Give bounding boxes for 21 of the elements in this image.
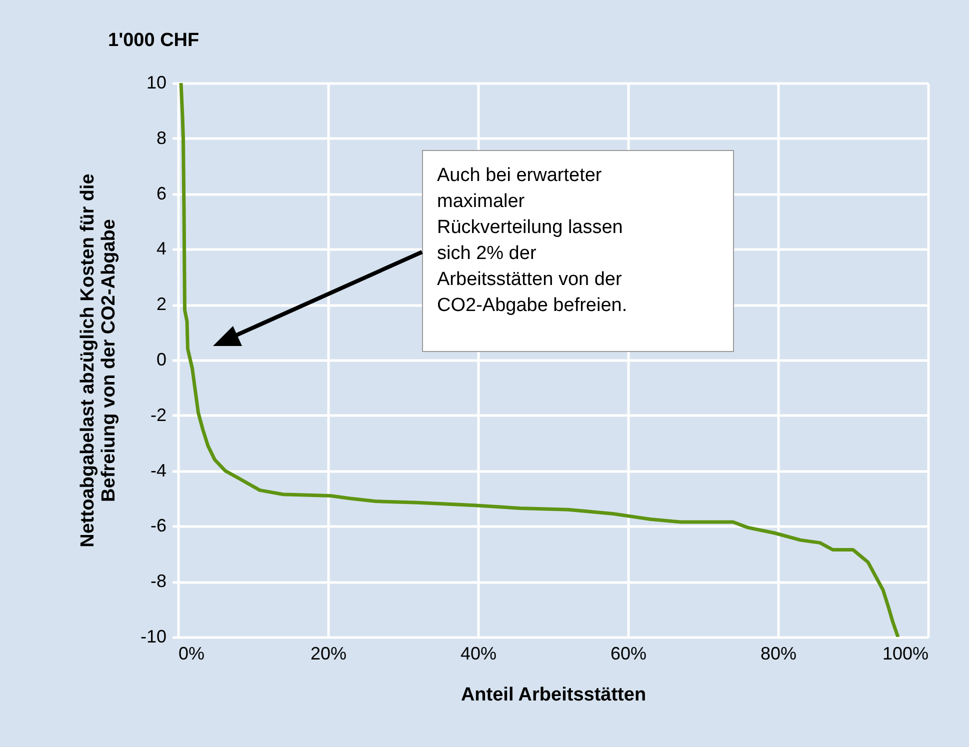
y-tick-label: -2	[150, 404, 166, 425]
x-tick-label: 100%	[882, 644, 928, 664]
y-axis-title: Nettoabgabelast abzüglich Kosten für die Befreiung von der CO2-Abgabe	[77, 174, 120, 548]
y-tick-label: -4	[150, 460, 166, 480]
y-tick-label: -8	[150, 571, 166, 592]
x-tick-label: 40%	[460, 644, 497, 664]
x-tick-label: 80%	[760, 644, 797, 664]
y-tick-label: 8	[156, 128, 166, 148]
y-tick-label: 4	[156, 238, 166, 259]
x-axis-title: Anteil Arbeitsstätten	[460, 684, 646, 706]
y-tick-label: 6	[156, 183, 166, 204]
y-tick-label: -10	[140, 626, 166, 646]
x-tick-label: 20%	[310, 644, 347, 664]
y-tick-label: 2	[156, 294, 166, 314]
y-tick-label: -6	[150, 516, 166, 536]
x-tick-label: 0%	[178, 644, 205, 664]
x-tick-label: 60%	[610, 644, 647, 664]
text-box: Auch bei erwarteter maximaler Rückverteilung lassen sich 2% der Arbeitsstätten von der CO2-Abgabe befreien.	[422, 150, 734, 352]
chart-title: 1'000 CHF	[108, 30, 200, 51]
y-tick-label: 0	[156, 350, 166, 370]
y-tick-label: 10	[146, 72, 166, 92]
